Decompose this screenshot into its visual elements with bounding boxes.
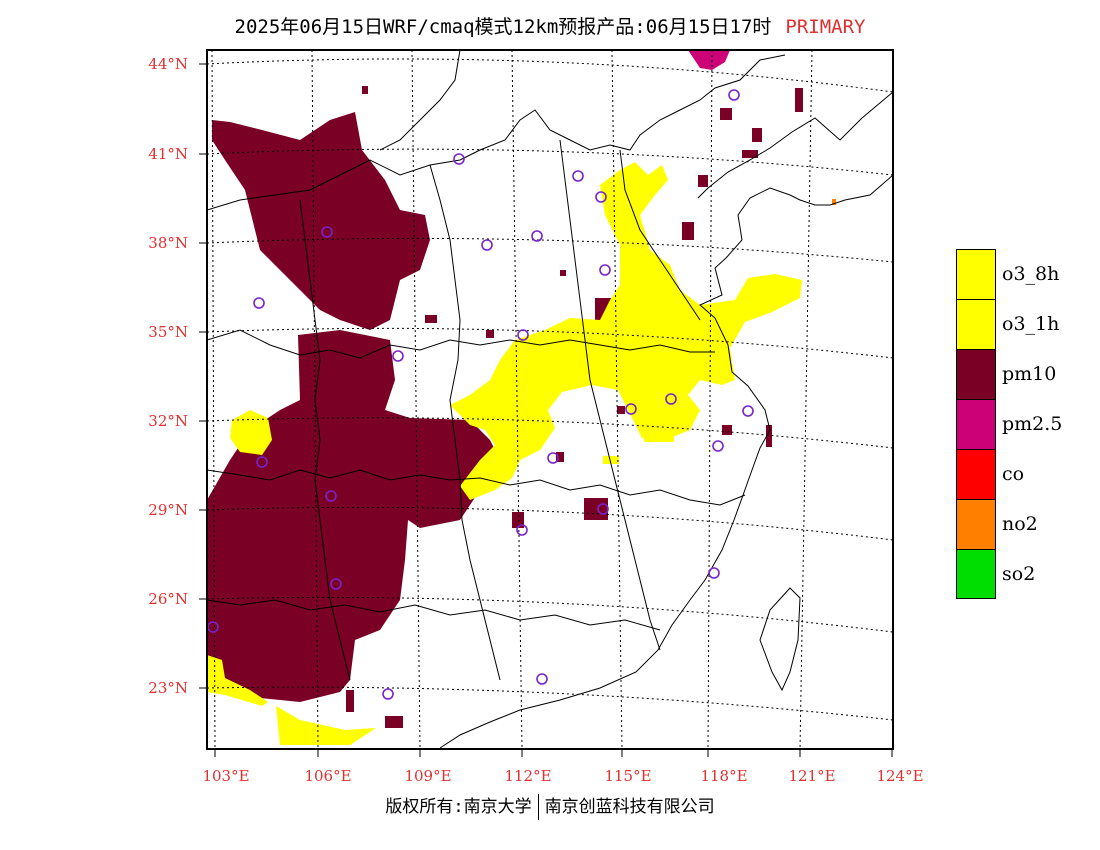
pm25-north-area: [688, 50, 730, 70]
o3-west-area: [230, 410, 272, 455]
internal-boundary-2: [207, 329, 715, 359]
no2-spot: [832, 199, 836, 205]
map-title: 2025年06月15日WRF/cmaq模式12km预报产品:06月15日17时 P…: [0, 12, 1100, 39]
o3-central-area: [450, 162, 802, 500]
legend-item-o3-1h: o3_1h: [956, 299, 1062, 349]
internal-boundary-6: [299, 199, 351, 681]
coastline: [439, 174, 893, 749]
footer-left: 版权所有:南京大学: [385, 797, 532, 817]
lon-label-109e: 109°E: [404, 767, 452, 785]
legend-item-pm10: pm10: [956, 349, 1062, 399]
legend-swatch-pm25: [956, 399, 996, 449]
legend-label-pm25: pm2.5: [1002, 413, 1063, 435]
pm10-central-area: [207, 330, 500, 702]
title-main: 2025年06月15日WRF/cmaq模式12km预报产品:06月15日17时: [234, 16, 772, 38]
legend-swatch-so2: [956, 549, 996, 599]
internal-boundary-4: [429, 164, 501, 681]
lat-label-44n: 44°N: [148, 55, 188, 73]
internal-boundary-9: [379, 50, 461, 151]
legend-item-pm25: pm2.5: [956, 399, 1062, 449]
legend-swatch-co: [956, 449, 996, 499]
legend-item-o3-8h: o3_8h: [956, 249, 1062, 299]
legend-label-so2: so2: [1002, 563, 1036, 585]
o3-south-area: [207, 655, 268, 706]
lon-label-121e: 121°E: [788, 767, 836, 785]
footer-right: 南京创蓝科技有限公司: [544, 797, 715, 817]
lon-label-106e: 106°E: [304, 767, 352, 785]
internal-boundary-1: [207, 54, 786, 211]
lon-label-124e: 124°E: [876, 767, 924, 785]
legend-label-o3-1h: o3_1h: [1002, 313, 1060, 335]
lat-label-32n: 32°N: [148, 412, 188, 430]
legend-item-co: co: [956, 449, 1062, 499]
lon-label-118e: 118°E: [700, 767, 748, 785]
lat-label-26n: 26°N: [148, 590, 188, 608]
coastline-north: [697, 91, 893, 199]
internal-boundary-3: [207, 469, 746, 506]
o3-coast-area: [276, 706, 376, 745]
pm10-areas: [207, 86, 803, 728]
lat-label-29n: 29°N: [148, 501, 188, 519]
legend-item-so2: so2: [956, 549, 1062, 599]
pm25-areas: [688, 50, 730, 70]
lat-label-35n: 35°N: [148, 323, 188, 341]
legend-label-o3-8h: o3_8h: [1002, 263, 1060, 285]
graticule: [207, 50, 893, 749]
city-markers: [207, 89, 754, 700]
legend-label-co: co: [1002, 463, 1025, 485]
title-tag: PRIMARY: [785, 16, 866, 38]
tick-marks: [199, 63, 893, 757]
legend-swatch-pm10: [956, 349, 996, 399]
lon-label-115e: 115°E: [604, 767, 652, 785]
lat-label-41n: 41°N: [148, 145, 188, 163]
copyright-footer: 版权所有:南京大学 南京创蓝科技有限公司: [0, 792, 1100, 820]
pollutant-legend: o3_8h o3_1h pm10 pm2.5 co no2 so2: [956, 249, 1062, 599]
footer-separator: [537, 794, 539, 820]
lat-label-23n: 23°N: [148, 679, 188, 697]
o3-areas: [207, 162, 802, 745]
pm10-north-area: [212, 112, 430, 330]
legend-label-pm10: pm10: [1002, 363, 1057, 385]
internal-boundary-5: [559, 139, 661, 651]
legend-swatch-o3-1h: [956, 299, 996, 349]
lon-label-112e: 112°E: [504, 767, 552, 785]
taiwan-outline: [759, 587, 801, 692]
internal-boundary-7: [207, 599, 661, 631]
internal-boundary-8: [619, 149, 701, 321]
map-frame: [206, 49, 894, 750]
legend-item-no2: no2: [956, 499, 1062, 549]
legend-swatch-o3-8h: [956, 249, 996, 299]
boundary-lines: [207, 50, 893, 749]
legend-swatch-no2: [956, 499, 996, 549]
lon-label-103e: 103°E: [202, 767, 250, 785]
legend-label-no2: no2: [1002, 513, 1038, 535]
lat-label-38n: 38°N: [148, 234, 188, 252]
